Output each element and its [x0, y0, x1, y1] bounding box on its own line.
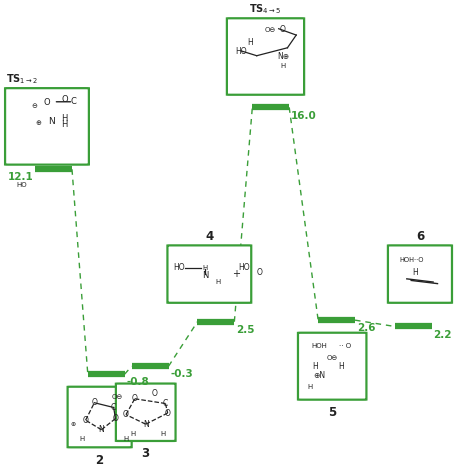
Text: H: H — [216, 279, 221, 285]
Text: O: O — [123, 410, 129, 419]
Text: 3: 3 — [142, 447, 150, 460]
Text: H: H — [161, 431, 166, 437]
Text: O⊖: O⊖ — [264, 27, 275, 33]
Text: ⊕: ⊕ — [35, 120, 41, 126]
Text: -0.3: -0.3 — [170, 369, 193, 379]
Text: H: H — [202, 265, 208, 271]
Text: -0.8: -0.8 — [127, 377, 149, 387]
FancyBboxPatch shape — [5, 88, 89, 164]
Text: ⊕: ⊕ — [71, 422, 76, 428]
Text: H: H — [308, 384, 313, 390]
Text: O: O — [257, 268, 263, 277]
Text: ⊕N: ⊕N — [313, 371, 325, 380]
Text: O⊖: O⊖ — [111, 394, 123, 400]
Text: O: O — [44, 98, 50, 107]
FancyBboxPatch shape — [68, 387, 132, 447]
Text: $\mathbf{TS}_{1\rightarrow2}$: $\mathbf{TS}_{1\rightarrow2}$ — [6, 72, 38, 86]
Text: H: H — [130, 431, 135, 437]
Text: H: H — [61, 120, 68, 129]
Text: HO: HO — [236, 47, 247, 56]
FancyBboxPatch shape — [116, 383, 175, 441]
Text: HOH··O: HOH··O — [399, 257, 423, 263]
Text: 5: 5 — [328, 406, 337, 419]
Text: O⊖: O⊖ — [327, 356, 338, 361]
Text: H: H — [413, 268, 419, 277]
FancyBboxPatch shape — [388, 246, 452, 303]
Text: N⊕: N⊕ — [277, 52, 289, 61]
Text: HO: HO — [173, 263, 184, 272]
Text: ·· O: ·· O — [339, 343, 351, 348]
Text: +: + — [232, 269, 240, 279]
Text: $\mathbf{TS}_{4\rightarrow5}$: $\mathbf{TS}_{4\rightarrow5}$ — [249, 2, 282, 16]
Text: O: O — [91, 398, 97, 407]
Text: HOH: HOH — [311, 343, 327, 348]
Text: C: C — [70, 97, 76, 106]
Text: H: H — [123, 436, 128, 442]
Text: H: H — [61, 114, 68, 123]
Text: ⊖: ⊖ — [31, 103, 37, 109]
Text: HO: HO — [16, 182, 27, 188]
Text: O: O — [82, 416, 89, 425]
FancyBboxPatch shape — [167, 246, 251, 303]
Text: O: O — [132, 394, 137, 403]
Text: H: H — [247, 38, 253, 47]
Text: 12.1: 12.1 — [8, 173, 34, 182]
Text: C: C — [163, 399, 168, 408]
Text: N: N — [202, 271, 208, 280]
Text: H: H — [80, 436, 85, 442]
Text: C: C — [111, 403, 116, 412]
FancyBboxPatch shape — [298, 333, 366, 400]
FancyBboxPatch shape — [227, 18, 304, 95]
Text: 2.2: 2.2 — [434, 330, 452, 340]
Text: HO: HO — [238, 263, 250, 272]
Text: H: H — [281, 63, 286, 69]
Text: 2: 2 — [96, 454, 104, 466]
Text: 2.6: 2.6 — [357, 323, 375, 333]
Text: O: O — [112, 414, 118, 423]
Text: H: H — [312, 362, 318, 371]
Text: 2.5: 2.5 — [236, 325, 255, 335]
Text: N: N — [143, 419, 148, 428]
Text: O: O — [61, 95, 68, 104]
Text: N: N — [48, 117, 55, 126]
Text: O: O — [280, 25, 286, 34]
Text: 16.0: 16.0 — [291, 110, 317, 120]
Text: 4: 4 — [205, 230, 213, 243]
Text: O: O — [152, 389, 157, 398]
Text: H: H — [338, 362, 344, 371]
Text: 6: 6 — [416, 230, 424, 243]
Text: O: O — [165, 409, 171, 418]
Text: N: N — [99, 425, 104, 434]
